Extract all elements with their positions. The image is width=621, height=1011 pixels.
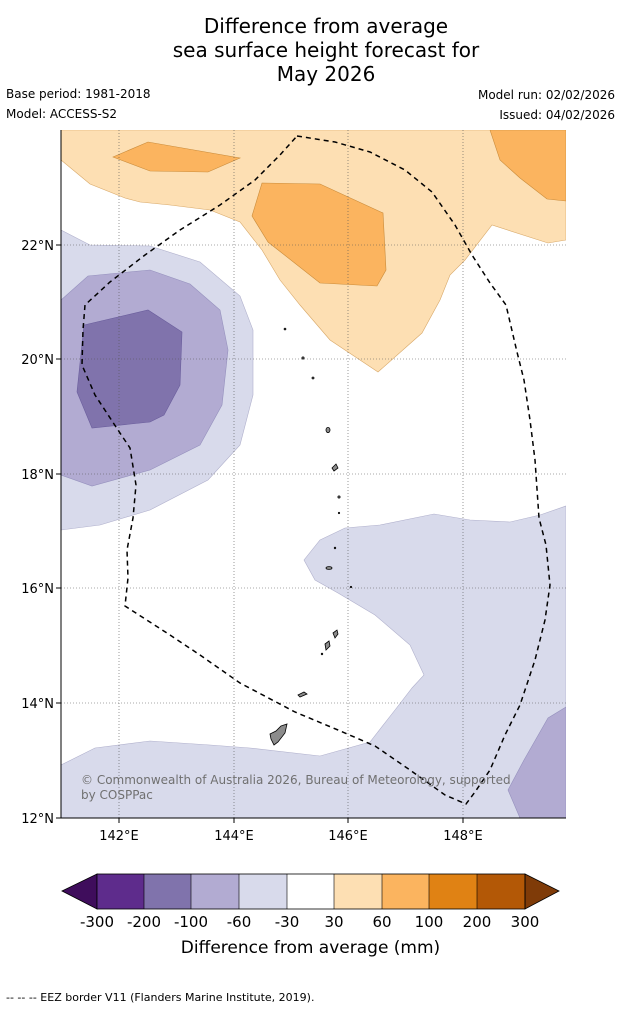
colorbar-label: Difference from average (mm) (180, 938, 441, 958)
colorbar-tick-label: -200 (127, 913, 161, 930)
map-canvas: © Commonwealth of Australia 2026, Bureau… (61, 130, 566, 818)
colorbar-tick-label: -100 (174, 913, 208, 930)
eez-footnote: -- -- -- EEZ border V11 (Flanders Marine… (6, 991, 315, 1004)
lat-axis: 22°N 20°N 18°N 16°N 14°N 12°N (21, 239, 61, 827)
lat-tick-label: 18°N (21, 468, 54, 483)
lat-tick-label: 20°N (21, 353, 54, 368)
map-title: Difference from average sea surface heig… (0, 14, 621, 86)
island (333, 546, 337, 550)
island (301, 356, 305, 360)
model-run-label: Model run: 02/02/2026 (477, 88, 615, 102)
island (337, 495, 341, 499)
anomaly-region-negative-100-200 (76, 309, 183, 429)
colorbar-tick-label: -300 (80, 913, 114, 930)
model-label: Model: ACCESS-S2 (6, 107, 118, 121)
lat-tick-label: 12°N (21, 812, 54, 827)
colorbar-swatch (97, 874, 144, 909)
lon-tick-label: 144°E (214, 829, 254, 844)
lat-tick-label: 14°N (21, 697, 54, 712)
copyright-line-1: © Commonwealth of Australia 2026, Bureau… (81, 773, 511, 787)
island (283, 327, 287, 331)
colorbar: -300 -200 -100 -60 -30 30 60 100 200 300 (61, 873, 560, 930)
island (332, 629, 339, 639)
colorbar-swatch (382, 874, 429, 909)
sea-surface-height-map: © Commonwealth of Australia 2026, Bureau… (21, 130, 566, 844)
lon-tick-label: 142°E (99, 829, 139, 844)
colorbar-swatch (429, 874, 477, 909)
colorbar-swatch (239, 874, 287, 909)
anomaly-region-positive-60-100 (112, 141, 242, 173)
lon-axis: 142°E 144°E 146°E 148°E (99, 818, 483, 844)
colorbar-swatch (477, 874, 525, 909)
anomaly-region-negative-60-100 (507, 706, 566, 818)
colorbar-tick-label: 100 (415, 913, 444, 930)
colorbar-tick-label: 60 (372, 913, 391, 930)
island (269, 723, 288, 746)
lon-tick-label: 148°E (443, 829, 483, 844)
island (324, 640, 331, 651)
island (311, 376, 315, 380)
lat-tick-label: 16°N (21, 582, 54, 597)
colorbar-swatch (191, 874, 239, 909)
lon-tick-label: 146°E (328, 829, 368, 844)
colorbar-ticks: -300 -200 -100 -60 -30 30 60 100 200 300 (80, 913, 539, 930)
colorbar-tick-label: 200 (463, 913, 492, 930)
title-line-1: Difference from average (203, 14, 449, 38)
colorbar-swatch (287, 874, 334, 909)
lat-tick-label: 22°N (21, 239, 54, 254)
colorbar-frame (96, 873, 526, 910)
island (297, 691, 308, 698)
anomaly-region-negative-30-60 (61, 505, 566, 818)
island (337, 511, 341, 515)
issued-label: Issued: 04/02/2026 (499, 108, 615, 122)
colorbar-tick-label: -30 (275, 913, 300, 930)
base-period-label: Base period: 1981-2018 (6, 87, 151, 101)
colorbar-extend-high (524, 873, 560, 910)
island (331, 463, 339, 472)
title-line-2: sea surface height forecast for (172, 38, 480, 62)
colorbar-swatch (144, 874, 191, 909)
anomaly-region-positive-60-100 (251, 182, 387, 287)
gridlines (61, 130, 566, 818)
anomaly-region-positive-60-100 (489, 130, 566, 202)
island (325, 426, 331, 433)
island (349, 585, 353, 589)
copyright-line-2: by COSPPac (81, 788, 153, 802)
colorbar-extend-low (61, 873, 98, 910)
colorbar-tick-label: -60 (227, 913, 252, 930)
colorbar-tick-label: 30 (324, 913, 343, 930)
title-line-3: May 2026 (276, 62, 376, 86)
mariana-islands (269, 327, 353, 746)
island (320, 652, 324, 656)
colorbar-tick-label: 300 (511, 913, 540, 930)
colorbar-swatch (334, 874, 382, 909)
island (325, 566, 333, 570)
colorbar-dividers (143, 874, 478, 909)
